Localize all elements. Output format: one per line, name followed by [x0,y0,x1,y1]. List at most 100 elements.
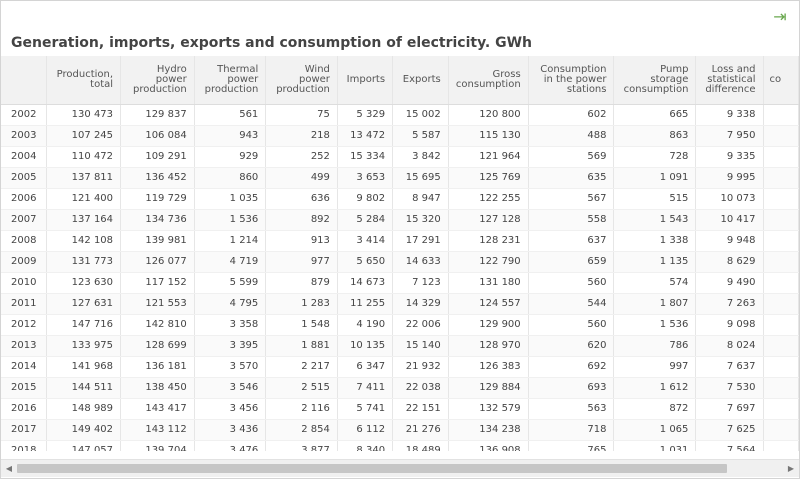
table-cell: 1 091 [613,167,697,189]
table-cell: 728 [613,146,697,168]
table-cell: 149 402 [46,419,122,441]
table-cell: 10 135 [337,335,394,357]
column-header-exports[interactable]: Exports [392,56,449,105]
table-cell-truncated [763,125,799,147]
row-year-cell: 2012 [1,314,47,336]
table-cell: 1 031 [613,440,697,451]
table-cell: 3 358 [194,314,267,336]
table-row: 2003 107 245 106 084 943 218 13 472 5 587 115 1… [1,125,799,147]
table-cell: 558 [528,209,615,231]
table-cell: 3 436 [194,419,267,441]
table-cell: 929 [194,146,267,168]
table-cell: 15 334 [337,146,394,168]
table-cell: 7 123 [392,272,449,294]
table-cell: 21 932 [392,356,449,378]
table-row: 2004 110 472 109 291 929 252 15 334 3 842 121 9… [1,146,799,168]
row-year-cell: 2005 [1,167,47,189]
table-cell-truncated [763,440,799,451]
table-cell: 2 854 [265,419,338,441]
expand-right-icon[interactable]: ⇥ [773,7,787,26]
table-cell: 7 637 [695,356,764,378]
table-cell: 143 112 [120,419,195,441]
table-cell: 10 073 [695,188,764,210]
table-cell: 7 950 [695,125,764,147]
table-cell: 659 [528,251,615,273]
table-cell: 110 472 [46,146,122,168]
row-year-cell: 2010 [1,272,47,294]
table-cell: 4 719 [194,251,267,273]
table-cell: 121 553 [120,293,195,315]
table-cell: 218 [265,125,338,147]
table-cell: 120 800 [448,104,529,126]
table-cell: 544 [528,293,615,315]
table-cell: 139 981 [120,230,195,252]
table-cell: 7 697 [695,398,764,420]
table-cell: 499 [265,167,338,189]
table-row: 2018 147 057 139 704 3 476 3 877 8 340 18 489 1… [1,440,799,451]
scroll-right-arrow-icon[interactable]: ▶ [787,464,795,473]
column-header-wind[interactable]: Wind power production [265,56,338,105]
scroll-left-arrow-icon[interactable]: ◀ [5,464,13,473]
scrollbar-thumb[interactable] [17,464,727,473]
table-cell: 563 [528,398,615,420]
table-cell: 137 164 [46,209,122,231]
table-cell: 620 [528,335,615,357]
table-cell: 5 599 [194,272,267,294]
row-year-cell: 2017 [1,419,47,441]
table-cell: 860 [194,167,267,189]
table-cell: 3 877 [265,440,338,451]
table-cell: 106 084 [120,125,195,147]
column-header-pump-storage[interactable]: Pump storage consumption [613,56,697,105]
table-cell: 1 536 [194,209,267,231]
column-header-loss[interactable]: Loss and statistical difference [695,56,764,105]
table-row: 2015 144 511 138 450 3 546 2 515 7 411 22 038 1… [1,377,799,399]
table-cell: 21 276 [392,419,449,441]
table-cell-truncated [763,230,799,252]
table-cell: 122 790 [448,251,529,273]
table-cell: 22 151 [392,398,449,420]
table-cell-truncated [763,398,799,420]
column-header-gross-consumption[interactable]: Gross consumption [448,56,529,105]
table-cell: 5 284 [337,209,394,231]
table-cell: 10 417 [695,209,764,231]
table-cell: 1 135 [613,251,697,273]
table-cell: 15 695 [392,167,449,189]
column-header-hydro[interactable]: Hydro power production [120,56,195,105]
table-cell: 879 [265,272,338,294]
column-header-production-total[interactable]: Production, total [46,56,122,105]
table-cell-truncated [763,146,799,168]
row-year-cell: 2007 [1,209,47,231]
table-cell: 121 964 [448,146,529,168]
column-header-station-consumption[interactable]: Consumption in the power stations [528,56,615,105]
table-cell: 7 625 [695,419,764,441]
table-cell: 1 543 [613,209,697,231]
table-cell: 997 [613,356,697,378]
table-cell: 1 035 [194,188,267,210]
row-year-cell: 2004 [1,146,47,168]
column-header-imports[interactable]: Imports [337,56,394,105]
table-cell: 8 947 [392,188,449,210]
table-viewport[interactable]: Production, total Hydro power production… [1,56,799,451]
table-cell: 6 347 [337,356,394,378]
table-cell: 8 629 [695,251,764,273]
table-cell: 126 077 [120,251,195,273]
table-cell: 128 231 [448,230,529,252]
table-cell: 765 [528,440,615,451]
column-header-thermal[interactable]: Thermal power production [194,56,267,105]
table-cell: 124 557 [448,293,529,315]
table-cell: 15 002 [392,104,449,126]
table-cell: 125 769 [448,167,529,189]
table-cell: 3 395 [194,335,267,357]
table-cell: 252 [265,146,338,168]
row-year-cell: 2016 [1,398,47,420]
table-cell: 693 [528,377,615,399]
table-row: 2008 142 108 139 981 1 214 913 3 414 17 291 128… [1,230,799,252]
column-header-truncated[interactable]: co [763,56,799,105]
table-cell: 18 489 [392,440,449,451]
table-cell: 9 995 [695,167,764,189]
table-cell-truncated [763,377,799,399]
table-cell-truncated [763,167,799,189]
horizontal-scrollbar[interactable]: ◀ ▶ [1,459,799,477]
table-cell: 126 383 [448,356,529,378]
table-row: 2005 137 811 136 452 860 499 3 653 15 695 125 7… [1,167,799,189]
